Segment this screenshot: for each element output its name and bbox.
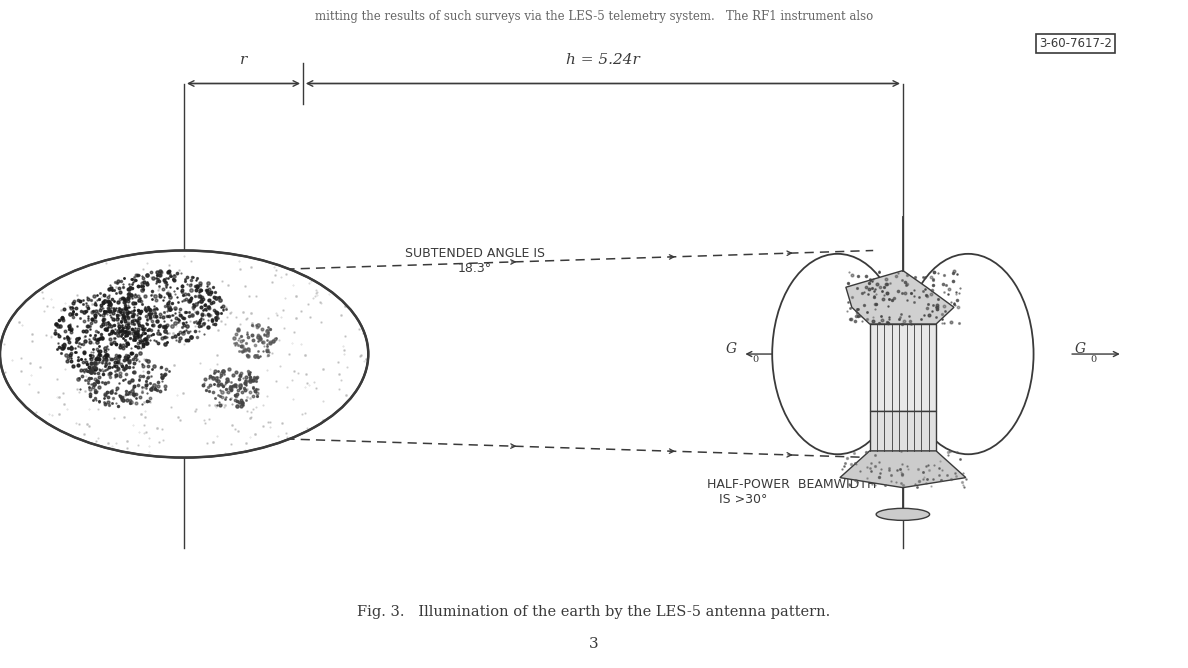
Text: 0: 0	[752, 355, 758, 364]
Ellipse shape	[876, 508, 929, 520]
Polygon shape	[846, 271, 954, 324]
Polygon shape	[870, 411, 936, 451]
Ellipse shape	[772, 254, 903, 454]
Text: 0: 0	[1091, 355, 1097, 364]
Text: r: r	[240, 53, 247, 67]
Text: 3-60-7617-2: 3-60-7617-2	[1038, 37, 1112, 50]
Polygon shape	[840, 451, 966, 488]
Text: 3: 3	[589, 637, 599, 651]
Text: mitting the results of such surveys via the LES-5 telemetry system.   The RF1 in: mitting the results of such surveys via …	[315, 10, 873, 23]
Text: h = 5.24r: h = 5.24r	[565, 53, 640, 67]
Text: HALF-POWER  BEAMWIDTH
   IS >30°: HALF-POWER BEAMWIDTH IS >30°	[707, 478, 877, 506]
Text: Fig. 3.   Illumination of the earth by the LES-5 antenna pattern.: Fig. 3. Illumination of the earth by the…	[358, 605, 830, 619]
Text: G: G	[726, 342, 737, 355]
Circle shape	[0, 250, 368, 458]
Polygon shape	[870, 324, 936, 411]
Ellipse shape	[903, 254, 1034, 454]
Text: SUBTENDED ANGLE IS
18.3°: SUBTENDED ANGLE IS 18.3°	[405, 247, 545, 275]
Text: G: G	[1075, 342, 1086, 355]
